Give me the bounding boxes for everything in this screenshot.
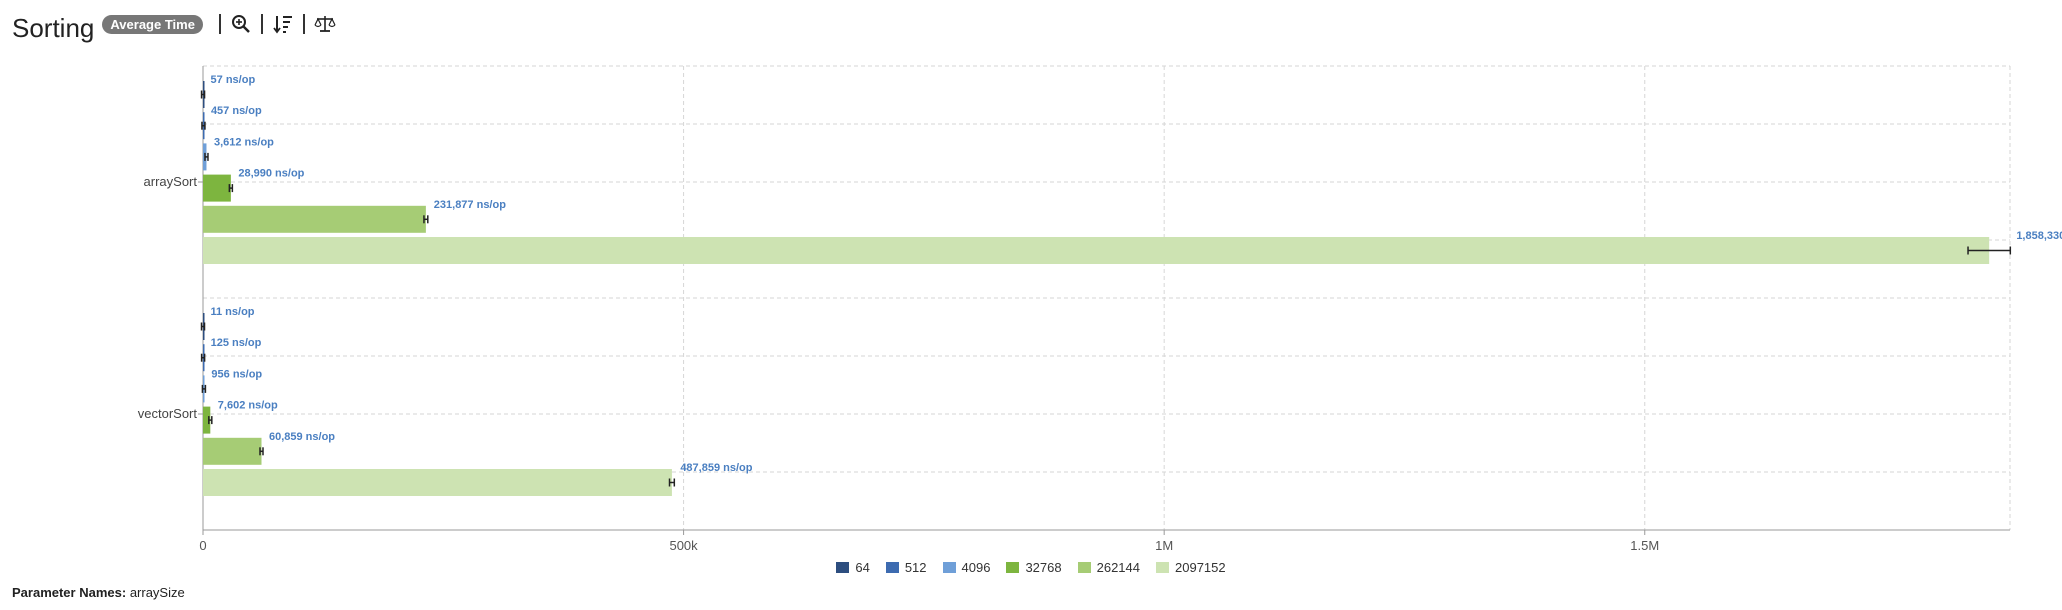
legend-item[interactable]: 4096: [942, 560, 991, 575]
legend-item[interactable]: 262144: [1077, 560, 1140, 575]
toolbar-separator: [302, 14, 305, 34]
legend-item[interactable]: 2097152: [1156, 560, 1226, 575]
bar-chart: 0 500k 1M 1.5M arraySort 57 ns/op 457 ns/op 3,6…: [138, 65, 2062, 553]
legend-label: 262144: [1096, 560, 1140, 575]
legend-swatch: [1006, 562, 1020, 573]
legend-swatch: [836, 562, 850, 573]
legend-item[interactable]: 64: [836, 560, 870, 575]
x-tick-label: 1.5M: [1630, 538, 1659, 553]
scale-icon[interactable]: [313, 12, 337, 36]
legend-label: 512: [904, 560, 927, 575]
bar[interactable]: [203, 437, 262, 465]
legend-item[interactable]: 32768: [1006, 560, 1062, 575]
bar[interactable]: [203, 205, 426, 233]
parameter-names-label: Parameter Names:: [12, 585, 127, 600]
legend-item[interactable]: 512: [885, 560, 927, 575]
category-label: vectorSort: [138, 406, 198, 421]
data-label: 457 ns/op: [211, 105, 262, 117]
legend-label: 64: [855, 560, 870, 575]
data-label: 231,877 ns/op: [434, 199, 506, 211]
data-label: 487,859 ns/op: [680, 462, 752, 474]
sort-icon[interactable]: [271, 12, 295, 36]
category-label: arraySort: [144, 174, 198, 189]
legend-swatch: [1077, 562, 1091, 573]
data-label: 3,612 ns/op: [214, 136, 274, 148]
data-label: 7,602 ns/op: [218, 400, 278, 412]
x-tick-label: 1M: [1155, 538, 1173, 553]
data-label: 28,990 ns/op: [238, 168, 304, 180]
chart-header: Sorting Average Time: [12, 6, 337, 43]
x-tick-label: 0: [199, 538, 206, 553]
zoom-icon[interactable]: [229, 12, 253, 36]
parameter-names-value: arraySize: [129, 585, 185, 600]
data-label: 11 ns/op: [211, 306, 255, 318]
data-label: 1,858,330 ns/op: [2016, 230, 2062, 242]
data-label: 125 ns/op: [211, 337, 262, 349]
bar[interactable]: [203, 237, 1990, 264]
legend-swatch: [942, 562, 956, 573]
parameter-names: Parameter Names: arraySize: [12, 585, 185, 600]
data-label: 956 ns/op: [211, 368, 262, 380]
bar[interactable]: [203, 469, 672, 496]
legend-label: 32768: [1025, 560, 1062, 575]
legend-label: 4096: [961, 560, 991, 575]
mode-badge: Average Time: [102, 14, 203, 34]
toolbar-separator: [218, 14, 221, 34]
legend-label: 2097152: [1175, 560, 1226, 575]
chart-legend: 64 512 4096 32768 262144 2097152: [0, 560, 2062, 575]
data-label: 60,859 ns/op: [269, 431, 335, 443]
bar[interactable]: [203, 406, 211, 434]
data-label: 57 ns/op: [211, 74, 256, 86]
toolbar-separator: [260, 14, 263, 34]
page-title: Sorting: [12, 12, 95, 43]
grid: [203, 65, 2011, 530]
legend-swatch: [885, 562, 899, 573]
bar[interactable]: [203, 174, 231, 202]
x-tick-label: 500k: [669, 538, 698, 553]
legend-swatch: [1156, 562, 1169, 573]
